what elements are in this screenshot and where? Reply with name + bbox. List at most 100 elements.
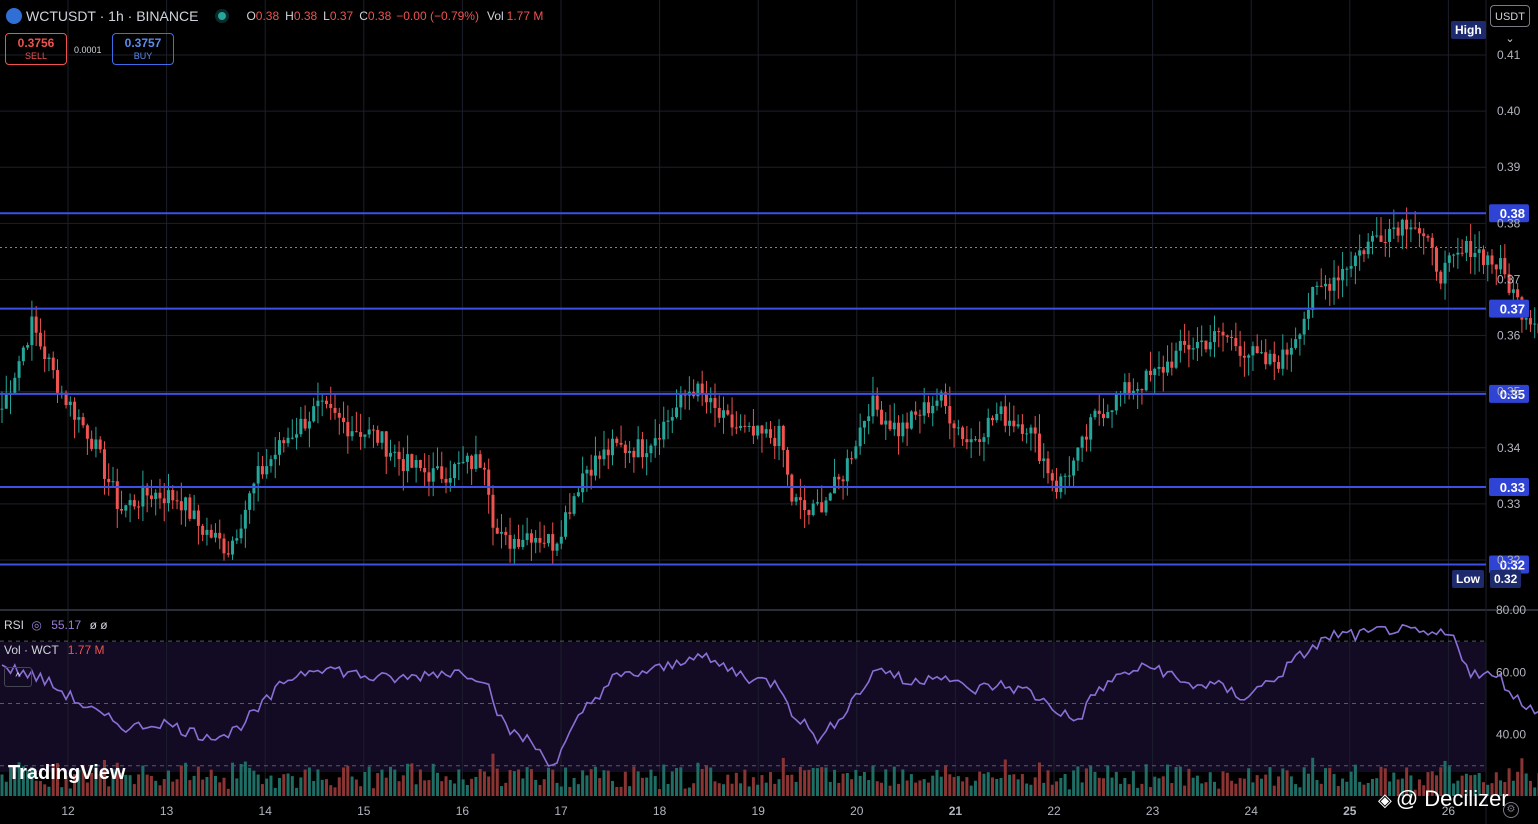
volume-bar [692,783,696,796]
volume-bar [1183,785,1187,796]
volume-bar [107,786,111,796]
candle-body [1332,277,1336,291]
candle-body [773,437,777,447]
volume-bar [354,779,358,796]
volume-bar [1289,776,1293,796]
candle-body [1242,355,1246,358]
volume-bar [205,777,209,796]
candle-body [427,472,431,482]
candle-body [1533,323,1537,325]
sell-button[interactable]: 0.3756 SELL [5,33,67,65]
volume-bar [521,778,525,796]
volume-bar [0,774,4,796]
candle-body [995,413,999,421]
rsi-band-background [0,642,1486,772]
volume-bar [884,769,888,796]
collapse-legend-button[interactable]: ^ [4,667,32,687]
volume-bar [68,788,72,796]
candle-body [1251,346,1255,356]
volume-bar [837,782,841,796]
volume-bar [231,762,235,796]
candle-body [149,495,153,499]
x-tick-label: 26 [1442,804,1456,818]
rsi-legend[interactable]: RSI ◎ 55.17 ø ø [4,618,108,632]
candle-body [81,417,85,426]
candle-body [1114,394,1118,411]
candle-body [628,450,632,453]
candle-body [38,332,42,347]
candle-body [1067,475,1071,477]
candle-body [324,400,328,405]
level-label-box [1489,384,1529,403]
candle-body [192,510,196,519]
volume-bar [1499,780,1503,796]
symbol-title[interactable]: WCTUSDT · 1h · BINANCE [26,8,199,24]
volume-bar [1285,770,1289,796]
volume-bar [13,766,17,796]
volume-bar [1460,775,1464,796]
rsi-settings-icon[interactable]: ◎ [31,618,42,632]
candle-body [833,476,837,494]
volume-bar [393,769,397,796]
candle-body [406,454,410,472]
candle-body [299,418,303,435]
candle-body [961,427,965,440]
price-tick-label: 0.36 [1497,329,1521,343]
volume-bar [435,772,439,796]
candle-body [1259,352,1263,354]
volume-bar [342,767,346,796]
volume-bar [657,789,661,796]
volume-bar [645,777,649,796]
volume-bar [132,784,136,796]
candle-body [312,406,316,422]
candle-body [653,438,657,446]
candle-body [1281,349,1285,369]
sell-price: 0.3756 [17,36,55,50]
rsi-extra: ø ø [89,618,108,632]
volume-bar [973,780,977,796]
volume-bar [781,757,785,796]
candle-body [794,497,798,502]
level-label: 0.38 [1500,206,1525,221]
volume-bar [704,765,708,796]
volume-legend[interactable]: Vol · WCT 1.77 M [4,643,104,657]
candle-body [1315,285,1319,287]
candle-body [273,454,277,460]
candle-body [1003,406,1007,426]
tradingview-text: TradingView [8,762,126,784]
candle-body [918,414,922,416]
candle-body [649,445,653,454]
candle-body [662,421,666,440]
volume-bar [1080,782,1084,796]
candle-body [243,509,247,529]
volume-bar [269,775,273,796]
volume-bar [423,780,427,796]
candle-body [888,420,892,430]
settings-icon[interactable]: ⚙ [1503,802,1519,818]
candle-body [722,410,726,418]
candle-body [21,347,25,362]
candle-body [0,408,4,410]
currency-select[interactable]: USDT ⌄ [1490,5,1530,45]
candle-body [1217,331,1221,333]
candle-body [559,536,563,544]
volume-bar [201,779,205,796]
x-tick-label: 14 [259,804,273,818]
volume-bar [1213,781,1217,796]
volume-bar [1055,781,1059,796]
volume-bar [790,774,794,796]
candle-body [397,451,401,460]
candle-body [679,393,683,408]
volume-bar [128,775,132,796]
candle-body [636,439,640,458]
low-marker: Low [1452,570,1484,588]
candle-body [474,454,478,469]
candle-body [461,461,465,463]
level-label: 0.35 [1500,387,1525,402]
volume-bar [807,769,811,796]
volume-bar [640,777,644,796]
candle-body [1106,412,1110,419]
volume-bar [1072,770,1076,796]
buy-button[interactable]: 0.3757 BUY [112,33,174,65]
